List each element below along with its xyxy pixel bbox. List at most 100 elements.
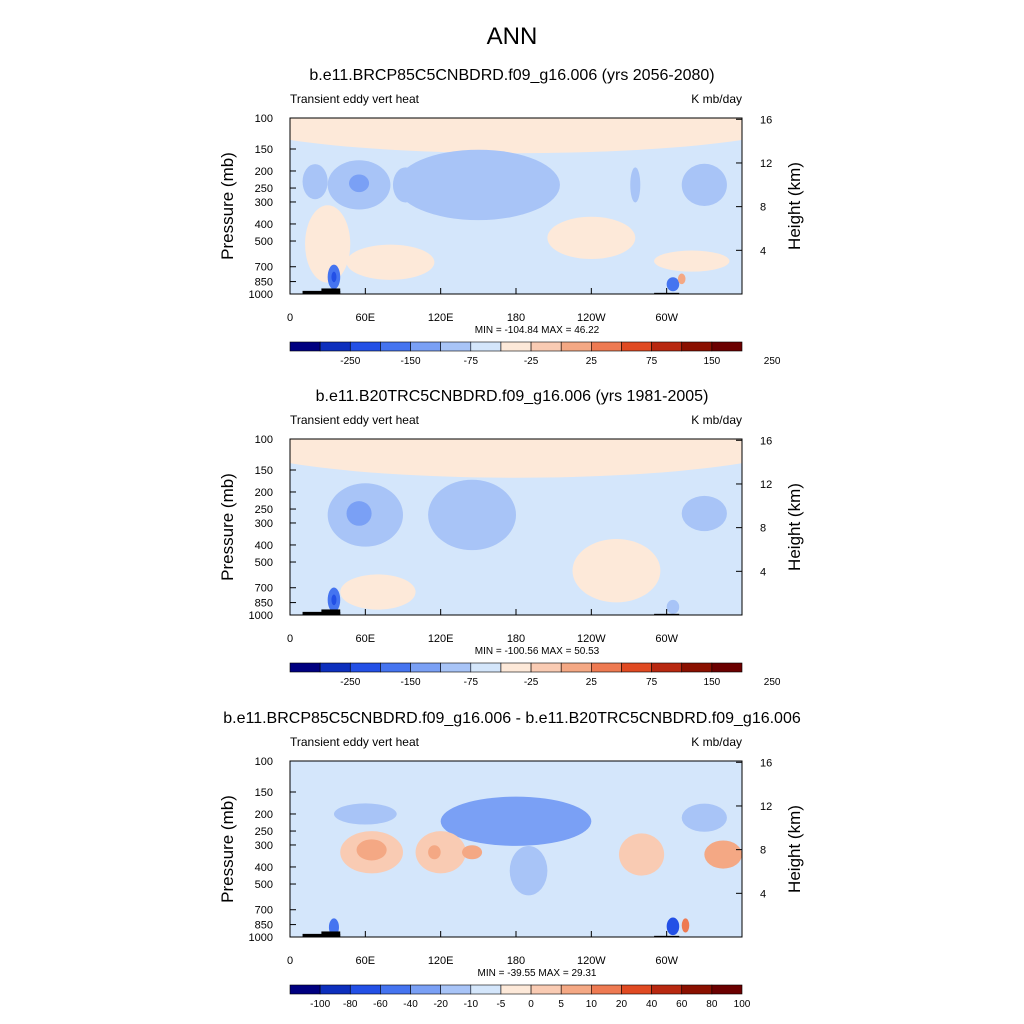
y-tick-label: 100 [255,113,273,125]
contour-region [677,273,686,285]
colorbar-label: -250 [340,356,360,367]
colorbar-label: -20 [433,999,448,1010]
right-label: K mb/day [691,413,742,427]
height-tick-label: 12 [760,801,772,813]
colorbar-label: -40 [403,999,418,1010]
colorbar: -250 -150 -75 -25 25 75 150 250 [289,341,781,367]
colorbar-swatch [440,341,472,352]
colorbar-label: 250 [764,356,781,367]
colorbar-swatch [681,662,713,673]
y-tick-label: 300 [255,518,273,530]
colorbar-swatch [319,662,351,673]
colorbar-swatch [711,662,743,673]
colorbar-label: 100 [734,999,751,1010]
colorbar-swatch [380,662,411,673]
left-label: Transient eddy vert heat [290,92,420,106]
colorbar-swatch [289,662,321,673]
min-max-stats: MIN = -100.56 MAX = 50.53 [475,646,600,657]
topography [302,933,341,937]
colorbar-label: -100 [310,999,330,1010]
colorbar-swatch [530,662,562,673]
contour-region [440,796,592,846]
colorbar-label: 150 [704,356,721,367]
height-tick-label: 16 [760,757,772,769]
topography [302,611,341,615]
colorbar: -250 -150 -75 -25 25 75 150 250 [289,662,781,688]
colorbar-swatch [500,984,532,995]
x-tick-label: 180 [507,955,525,967]
colorbar-swatch [621,984,652,995]
colorbar-swatch [289,341,321,352]
colorbar-label: -75 [464,677,479,688]
min-max-stats: MIN = -39.55 MAX = 29.31 [478,968,597,979]
colorbar-swatch [410,984,441,995]
y-tick-label: 1000 [249,289,273,301]
panel-title: b.e11.B20TRC5CNBDRD.f09_g16.006 (yrs 198… [316,388,709,405]
x-tick-label: 120W [577,312,606,324]
contour-region [509,846,548,896]
colorbar-swatch [440,984,472,995]
contour-region [618,833,665,876]
colorbar-swatch [319,984,351,995]
contour-region [547,216,636,260]
contour-region [346,501,372,526]
x-tick-label: 120E [428,955,454,967]
colorbar-label: -80 [343,999,358,1010]
y-tick-label: 200 [255,809,273,821]
y-tick-label: 400 [255,862,273,874]
y-tick-label: 250 [255,826,273,838]
height-axis-label: Height (km) [785,483,804,571]
colorbar-label: 0 [528,999,534,1010]
height-tick-label: 12 [760,479,772,491]
height-tick-label: 16 [760,114,772,126]
topography [302,290,341,294]
colorbar-swatch [349,662,381,673]
colorbar-label: 40 [646,999,658,1010]
colorbar-swatch [651,984,683,995]
x-tick-label: 60E [356,312,376,324]
right-label: K mb/day [691,92,742,106]
colorbar-swatch [470,341,502,352]
height-tick-label: 16 [760,435,772,447]
colorbar-swatch [470,984,502,995]
topography [321,931,341,937]
colorbar-swatch [289,984,321,995]
x-tick-label: 0 [287,955,293,967]
min-max-stats: MIN = -104.84 MAX = 46.22 [475,325,600,336]
colorbar-swatch [380,984,411,995]
colorbar-label: 25 [586,677,598,688]
y-tick-label: 850 [255,598,273,610]
x-tick-label: 60W [655,955,678,967]
height-tick-label: 8 [760,845,766,857]
height-tick-label: 8 [760,523,766,535]
colorbar-swatch [440,662,472,673]
colorbar-label: 250 [764,677,781,688]
y-tick-label: 400 [255,540,273,552]
y-tick-label: 1000 [249,932,273,944]
height-tick-label: 4 [760,245,766,257]
contour-region [654,250,730,272]
left-label: Transient eddy vert heat [290,413,420,427]
y-tick-label: 100 [255,434,273,446]
contour-region [681,495,727,532]
x-tick-label: 180 [507,633,525,645]
colorbar-label: -75 [464,356,479,367]
colorbar-swatch [319,341,351,352]
contour-region [346,244,435,280]
colorbar-label: 75 [646,356,658,367]
colorbar-swatch [651,341,683,352]
contour-field [290,761,742,937]
contour-region [290,439,742,478]
topography [321,288,341,294]
y-tick-label: 150 [255,144,273,156]
contour-region [305,205,351,283]
contour-region [666,277,680,292]
y-tick-label: 850 [255,277,273,289]
colorbar-swatch [681,341,713,352]
colorbar-swatch [530,341,562,352]
contour-region [630,167,641,203]
colorbar-label: -5 [496,999,505,1010]
contour-region [302,164,328,200]
height-tick-label: 4 [760,888,766,900]
y-axis-label: Pressure (mb) [218,473,237,581]
